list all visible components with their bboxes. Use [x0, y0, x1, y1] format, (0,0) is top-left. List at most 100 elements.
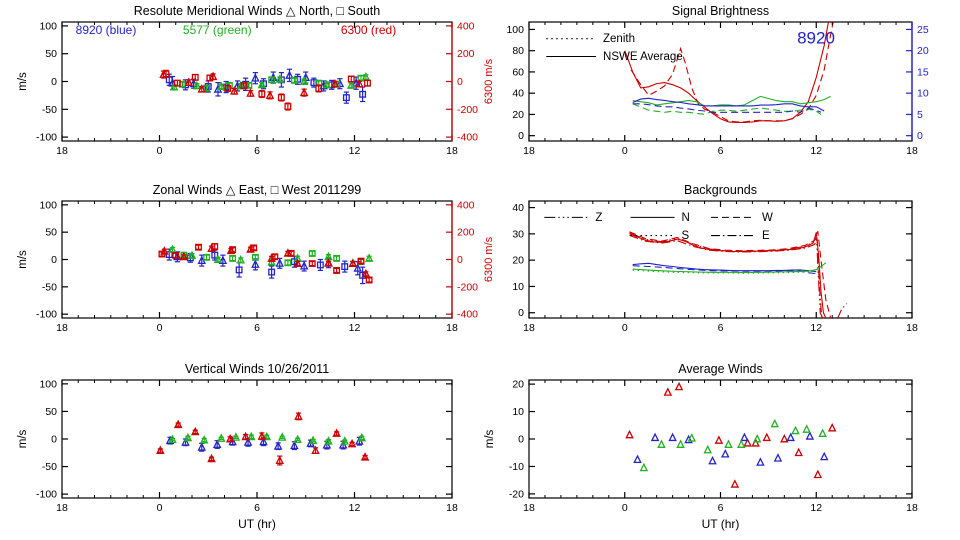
annotation-meridional-winds-2: 6300 (red): [341, 23, 396, 37]
svg-text:12: 12: [349, 502, 361, 514]
series-6300-north-south: [159, 69, 371, 111]
svg-text:-50: -50: [42, 281, 57, 293]
series-6300-nswe-average: [624, 22, 829, 123]
series-6300-z-background: [629, 232, 824, 318]
series-6300-w-background: [629, 231, 832, 318]
panel-backgrounds: 18 0 6 12 18 40 30 20 10 0 Backgrounds Z N W S E: [512, 183, 918, 334]
right-axis-label-meridional-winds: 6300 m/s: [483, 58, 495, 104]
svg-text:400: 400: [457, 199, 475, 211]
series-group-signal-brightness: [624, 22, 834, 123]
svg-text:0: 0: [622, 145, 628, 157]
svg-text:-10: -10: [509, 461, 524, 473]
annotation-meridional-winds-1: 5577 (green): [183, 23, 252, 37]
svg-text:10: 10: [917, 88, 929, 100]
svg-text:18: 18: [523, 502, 535, 514]
series-6300-average: [625, 381, 837, 488]
x-axis-label-vertical-winds: UT (hr): [238, 517, 276, 531]
series-group-average-winds: [625, 381, 837, 488]
svg-text:12: 12: [810, 145, 822, 157]
svg-text:0: 0: [917, 130, 923, 142]
svg-text:-50: -50: [42, 461, 57, 473]
panel-meridional-winds: 18 0 6 12 18 100 50 0 -50 -100 400 200 0 -200 -400 6300…: [17, 4, 495, 157]
series-5577-vertical: [168, 431, 367, 445]
annotation-meridional-winds-0: 8920 (blue): [76, 23, 137, 37]
series-8920-nswe-average: [632, 97, 825, 112]
series-5577-background-solid: [632, 262, 827, 274]
legend-label-backgrounds-N: N: [682, 212, 690, 224]
axes-signal-brightness: 18 0 6 12 18 100 80 60 40 20 0 25 20 15 10 5 0 Signal Bri…: [506, 4, 928, 157]
svg-text:200: 200: [457, 48, 475, 60]
svg-text:100: 100: [506, 24, 524, 36]
svg-text:18: 18: [523, 145, 535, 157]
svg-text:12: 12: [810, 322, 822, 334]
svg-text:0: 0: [457, 76, 463, 88]
y-axis-label-zonal-winds: m/s: [17, 250, 29, 269]
svg-text:50: 50: [45, 406, 57, 418]
right-axis-label-zonal-winds: 6300 m/s: [483, 236, 495, 282]
x-axis-label-average-winds: UT (hr): [702, 517, 740, 531]
series-group-vertical-winds: [156, 411, 370, 466]
svg-text:-400: -400: [457, 132, 478, 144]
series-6300-east-west: [158, 243, 373, 284]
svg-text:-20: -20: [509, 488, 524, 500]
svg-text:-200: -200: [457, 104, 478, 116]
series-5577-zenith: [632, 103, 822, 115]
svg-text:-50: -50: [42, 104, 57, 116]
svg-text:5: 5: [917, 109, 923, 121]
svg-text:50: 50: [45, 48, 57, 60]
svg-text:60: 60: [512, 66, 524, 78]
plot-box-vertical-winds: [61, 379, 453, 499]
svg-text:100: 100: [39, 20, 57, 32]
y-axis-label-average-winds: m/s: [484, 429, 496, 448]
svg-text:6: 6: [254, 502, 260, 514]
svg-text:18: 18: [523, 322, 535, 334]
svg-text:400: 400: [457, 20, 475, 32]
series-group-backgrounds: [629, 231, 848, 318]
panel-title-zonal-winds: Zonal Winds △ East, □ West 2011299: [153, 183, 362, 197]
svg-text:12: 12: [349, 322, 361, 334]
svg-text:200: 200: [457, 227, 475, 239]
svg-text:0: 0: [157, 502, 163, 514]
svg-text:20: 20: [917, 45, 929, 57]
legend-label-backgrounds-E: E: [762, 230, 770, 242]
svg-text:0: 0: [518, 307, 524, 319]
axes-backgrounds: 18 0 6 12 18 40 30 20 10 0 Backgrounds Z N W S E: [512, 183, 918, 334]
svg-text:-100: -100: [36, 132, 57, 144]
svg-text:12: 12: [810, 502, 822, 514]
series-6300-background-tail: [837, 303, 848, 318]
svg-text:40: 40: [512, 88, 524, 100]
svg-text:0: 0: [622, 322, 628, 334]
svg-text:0: 0: [51, 434, 57, 446]
svg-text:20: 20: [512, 109, 524, 121]
series-group-meridional-winds: [159, 68, 371, 111]
svg-text:6: 6: [254, 322, 260, 334]
svg-text:30: 30: [512, 228, 524, 240]
series-5577-average: [639, 418, 827, 472]
y-axis-label-meridional-winds: m/s: [17, 72, 29, 91]
series-8920-average: [633, 431, 829, 466]
svg-text:18: 18: [906, 145, 918, 157]
svg-text:-100: -100: [36, 309, 57, 321]
svg-text:10: 10: [512, 281, 524, 293]
svg-text:0: 0: [157, 145, 163, 157]
series-8920-background-solid: [632, 262, 817, 273]
legend-label-backgrounds-S: S: [682, 230, 690, 242]
legend-label-backgrounds-W: W: [762, 212, 773, 224]
svg-text:18: 18: [906, 502, 918, 514]
svg-text:0: 0: [157, 322, 163, 334]
series-6300-zenith: [630, 22, 834, 123]
panel-title-average-winds: Average Winds: [678, 362, 763, 376]
y-axis-label-vertical-winds: m/s: [17, 429, 29, 448]
axes-vertical-winds: 18 0 6 12 18 100 50 0 -50 -100 Vertical Winds 10/2…: [17, 362, 458, 531]
svg-text:6: 6: [718, 145, 724, 157]
svg-text:18: 18: [56, 502, 68, 514]
svg-text:-100: -100: [36, 489, 57, 501]
panel-average-winds: 18 0 6 12 18 20 10 0 -10 -20 Average Winds m/s UT (h…: [484, 362, 918, 531]
annotation-signal-brightness-0: 8920: [797, 28, 835, 47]
svg-text:-400: -400: [457, 309, 478, 321]
svg-text:0: 0: [518, 130, 524, 142]
svg-text:18: 18: [446, 322, 458, 334]
legend-label-signal-brightness-NSWE Average: NSWE Average: [603, 51, 683, 63]
